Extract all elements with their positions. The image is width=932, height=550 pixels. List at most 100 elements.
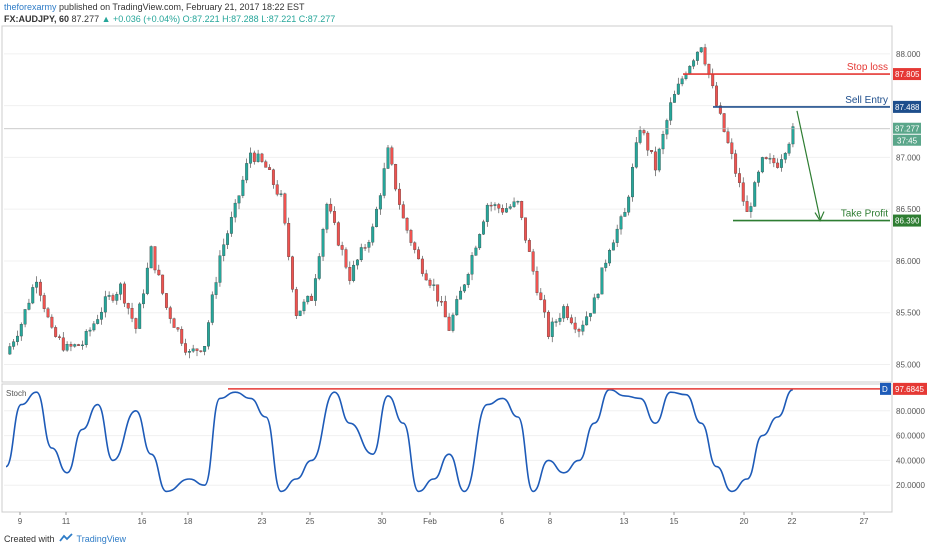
level-badge <box>893 214 921 227</box>
candle-body <box>16 335 19 342</box>
tradingview-brand[interactable]: TradingView <box>76 534 127 544</box>
candle-body <box>413 242 417 250</box>
candle-body <box>730 142 734 154</box>
price-tick-label: 88.000 <box>896 50 921 59</box>
stoch-tick-label: 60.0000 <box>896 432 925 441</box>
time-tick-label: 13 <box>620 517 629 526</box>
candle-body <box>462 284 466 292</box>
candle-body <box>566 306 569 318</box>
change-value: +0.036 (+0.04%) <box>113 14 181 24</box>
candle-body <box>229 217 233 234</box>
candle-body <box>451 314 455 331</box>
last-price: 87.277 <box>71 14 100 24</box>
candle-body <box>65 344 69 351</box>
candle-body <box>149 246 153 269</box>
candle-body <box>375 208 378 228</box>
candle-body <box>657 148 661 171</box>
candle-body <box>589 313 592 317</box>
stoch-tick-label: 80.0000 <box>896 407 925 416</box>
candle-body <box>260 153 264 162</box>
candle-body <box>550 321 554 337</box>
close-value: C:87.277 <box>298 14 336 24</box>
candle-body <box>734 153 738 174</box>
candle-body <box>405 217 409 231</box>
candle-body <box>54 327 58 337</box>
candle-body <box>100 311 103 320</box>
candle-body <box>760 157 764 173</box>
candle-body <box>749 206 753 212</box>
candle-body <box>96 319 100 324</box>
candle-body <box>508 206 512 209</box>
candle-body <box>31 287 35 304</box>
candle-body <box>673 94 676 103</box>
candle-body <box>168 307 172 319</box>
candle-body <box>340 245 344 250</box>
candle-body <box>291 256 294 290</box>
stoch-value: 97.6845 <box>895 385 924 394</box>
candle-body <box>279 193 283 195</box>
candle-body <box>241 179 245 196</box>
candle-body <box>680 78 684 85</box>
candle-body <box>249 152 252 164</box>
time-tick-label: 8 <box>548 517 553 526</box>
candle-body <box>718 105 722 114</box>
candle-body <box>474 247 478 256</box>
price-tick-label: 87.500 <box>896 102 921 111</box>
candle-body <box>688 65 692 74</box>
candle-body <box>527 240 531 252</box>
candle-body <box>642 130 646 134</box>
candle-body <box>336 222 340 246</box>
candle-body <box>126 303 130 309</box>
candle-body <box>539 292 543 301</box>
candle-body <box>294 289 298 316</box>
candle-body <box>600 267 604 295</box>
candle-body <box>77 344 81 346</box>
candle-body <box>298 310 302 316</box>
candle-body <box>757 171 760 183</box>
price-tick-label: 85.000 <box>896 360 921 369</box>
candle-body <box>329 203 333 212</box>
candle-body <box>692 60 696 67</box>
candle-body <box>726 131 730 143</box>
candle-body <box>80 344 84 347</box>
candle-body <box>764 157 768 160</box>
candle-body <box>707 63 711 75</box>
candle-body <box>161 274 165 294</box>
candle-body <box>317 256 321 279</box>
candle-body <box>394 164 398 190</box>
candle-body <box>596 293 600 298</box>
candle-body <box>791 126 795 145</box>
candle-body <box>302 301 306 312</box>
candle-body <box>524 217 527 241</box>
candle-body <box>631 166 634 198</box>
candle-body <box>226 233 230 245</box>
candle-body <box>650 150 654 152</box>
price-tick-label: 87.000 <box>896 153 921 162</box>
candle-body <box>306 295 310 303</box>
candle-body <box>615 228 619 243</box>
candle-body <box>684 73 688 80</box>
last-price-badge <box>893 122 921 134</box>
candle-body <box>310 295 314 301</box>
candle-body <box>665 120 669 135</box>
stoch-badge-box <box>880 382 891 395</box>
candle-body <box>271 169 275 185</box>
candle-body <box>741 182 745 202</box>
candle-body <box>27 302 31 310</box>
candle-body <box>321 229 325 257</box>
candle-body <box>512 201 516 207</box>
candle-body <box>745 201 749 212</box>
candle-body <box>619 216 623 230</box>
level-value: 86.390 <box>895 217 920 226</box>
candle-body <box>604 262 608 268</box>
price-tick-label: 86.000 <box>896 257 921 266</box>
candle-body <box>661 134 665 150</box>
level-name: Take Profit <box>841 209 888 220</box>
candle-body <box>428 279 432 286</box>
candle-body <box>38 281 42 296</box>
candle-body <box>543 299 547 313</box>
price-tick-label: 85.500 <box>896 309 921 318</box>
stoch-tick-label: 20.0000 <box>896 481 925 490</box>
author-name[interactable]: theforexarmy <box>4 2 57 12</box>
